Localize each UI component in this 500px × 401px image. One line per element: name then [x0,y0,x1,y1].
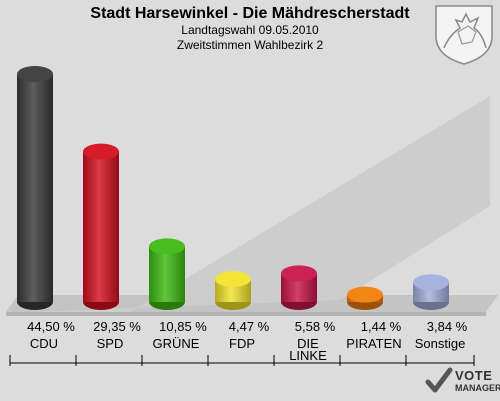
bar-sonstige [413,274,449,310]
chart-header: Stadt Harsewinkel - Die Mähdrescherstadt… [0,4,500,53]
bar-piraten [347,286,383,310]
logo-text-vote: VOTE [455,368,493,383]
chart-shadow [30,96,490,312]
bar-top [149,238,185,255]
coat-of-arms-icon [435,5,493,65]
category-label: GRÜNE [153,336,200,351]
category-label: Sonstige [415,336,466,351]
bar-fdp [215,271,251,310]
value-label: 5,58 % [295,319,336,334]
bar-top [413,274,449,291]
chart-title: Stadt Harsewinkel - Die Mähdrescherstadt [90,5,410,22]
logo-text-manager: MANAGER [455,383,500,393]
category-label: DIE [297,336,319,351]
category-label: LINKE [289,348,327,363]
category-label: FDP [229,336,255,351]
value-label: 29,35 % [93,319,141,334]
chart-subtitle-election: Landtagswahl 09.05.2010 [181,23,319,37]
value-label: 1,44 % [361,319,402,334]
checkmark-logo-icon [425,367,453,393]
bar-top [17,66,53,82]
bar-body [17,74,53,302]
bar-top [281,265,317,282]
bar-die-linke [281,265,317,310]
bar-top [215,271,251,288]
value-label: 44,50 % [27,319,75,334]
value-label: 4,47 % [229,319,270,334]
category-label: CDU [30,336,58,351]
chart-subtitle-district: Zweitstimmen Wahlbezirk 2 [176,38,324,52]
vote-manager-logo: VOTE MANAGER [425,366,500,398]
bar-cdu [17,66,53,310]
bar-body [83,151,119,302]
bar-top [83,143,119,160]
value-label: 10,85 % [159,319,207,334]
bar-body [149,246,185,302]
bar-grüne [149,238,185,310]
category-label: PIRATEN [346,336,401,351]
bar-top [347,286,383,303]
chart-floor-edge [6,312,486,316]
value-label: 3,84 % [427,319,468,334]
category-label: SPD [97,336,124,351]
bar-spd [83,143,119,310]
